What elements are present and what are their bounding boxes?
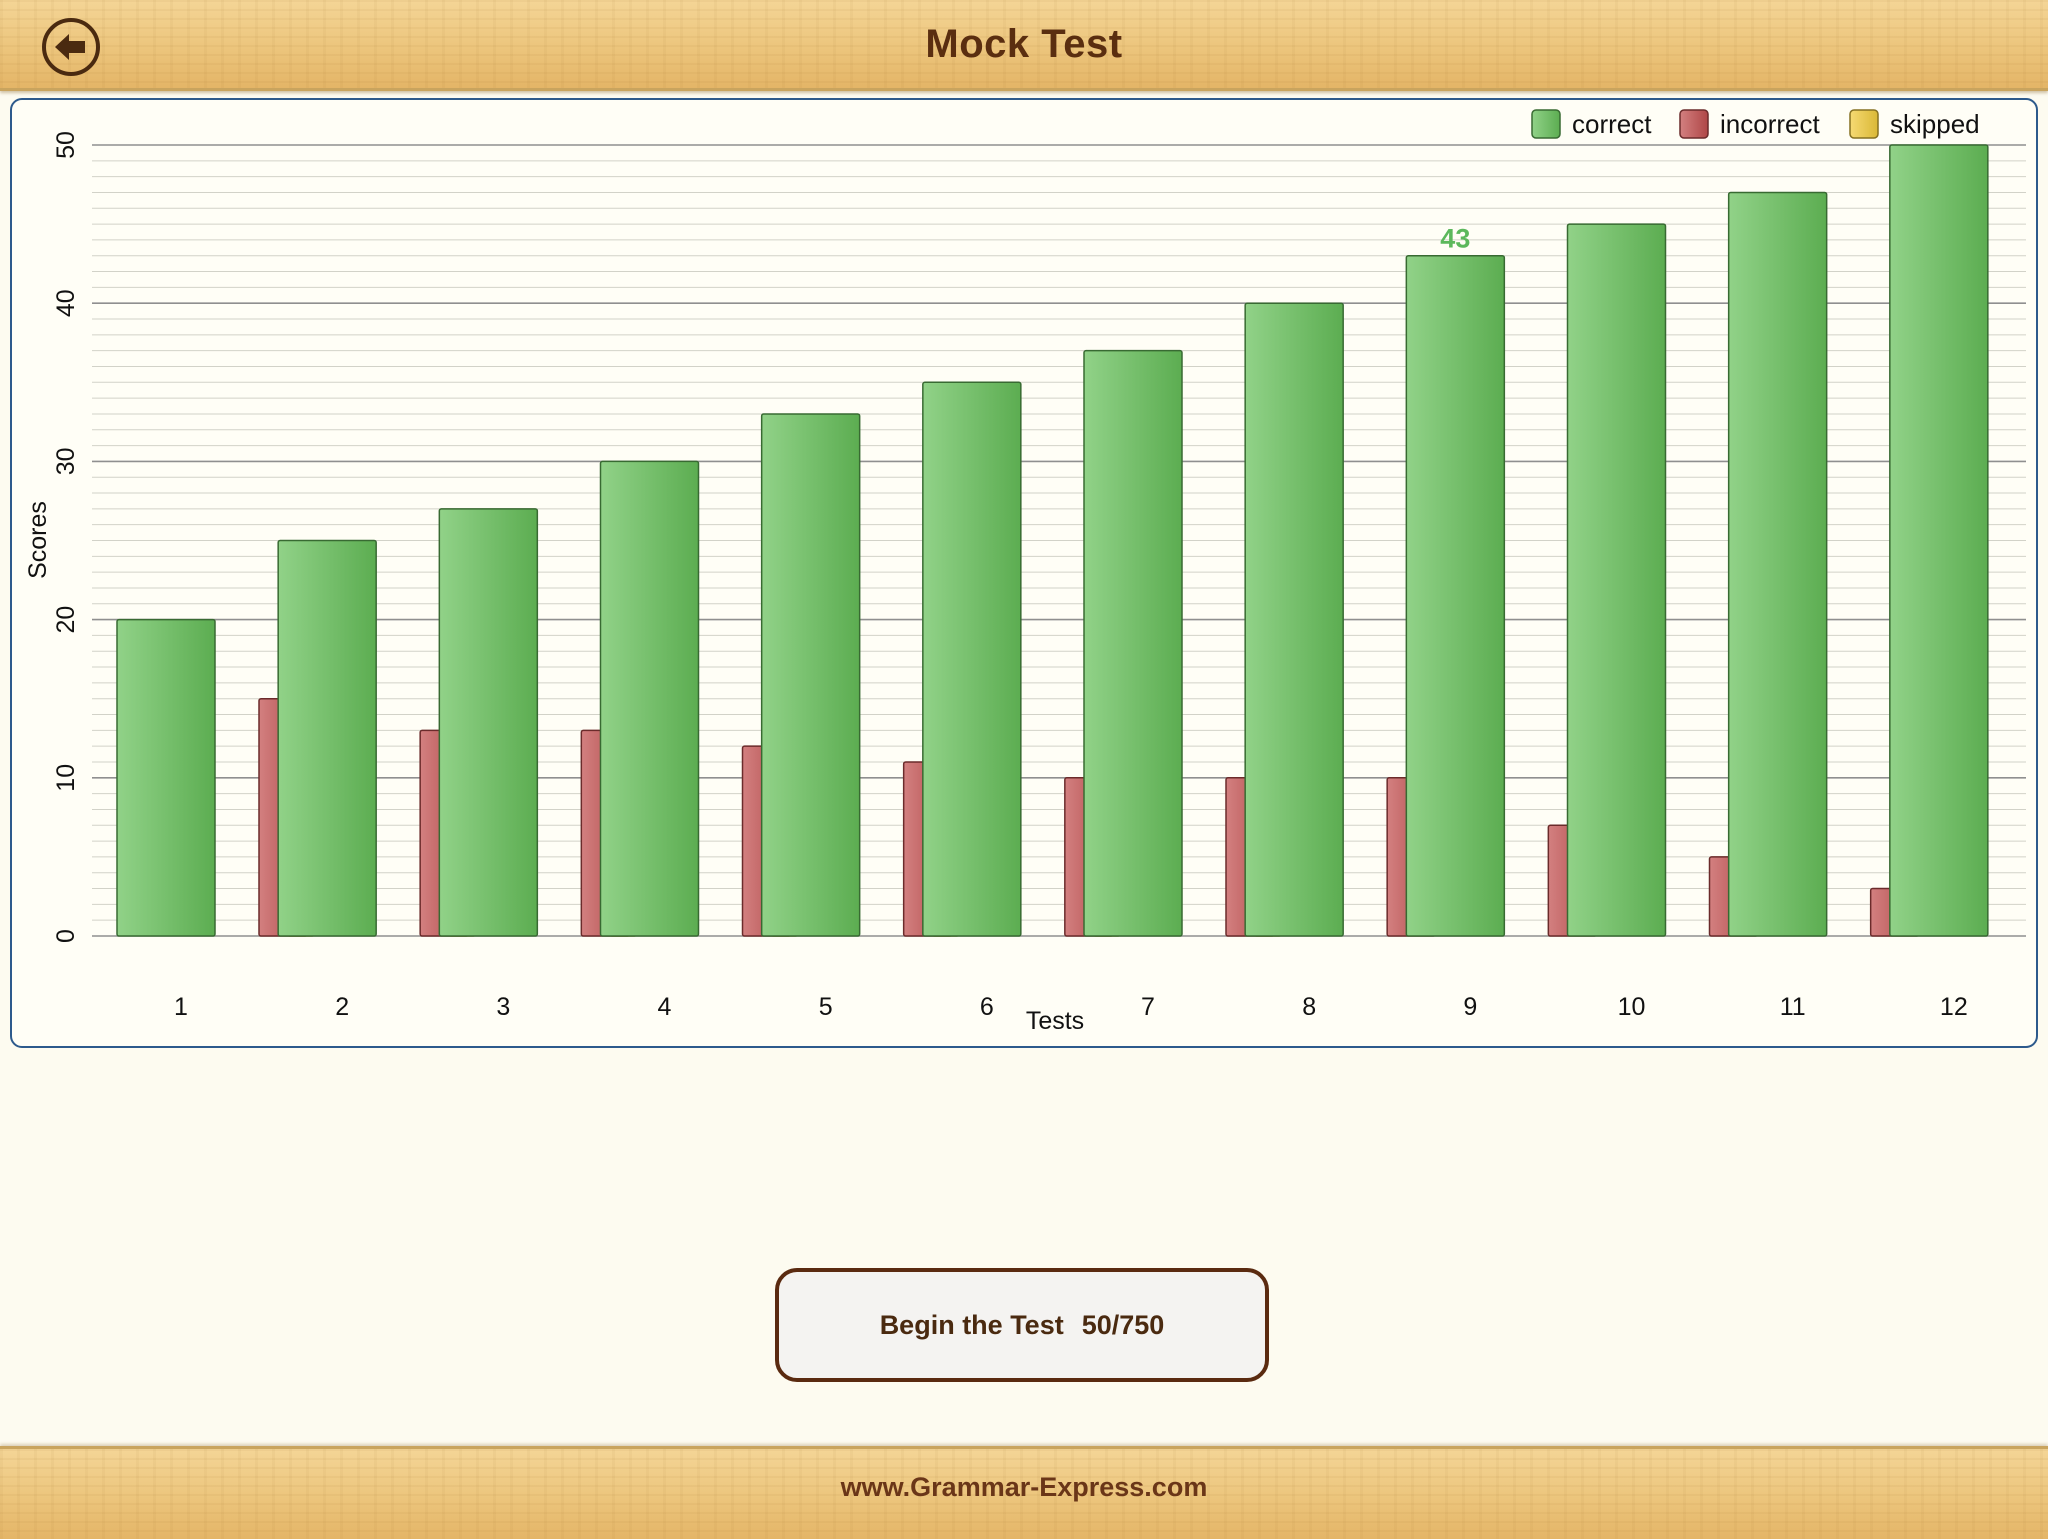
bar-correct [116, 618, 216, 937]
question-progress: 50/750 [1081, 1309, 1165, 1340]
begin-test-button[interactable]: Begin the Test 50/750 [775, 1268, 1269, 1382]
back-button[interactable] [42, 18, 100, 76]
bar-value-label: 43 [1440, 224, 1470, 254]
bar-correct [1727, 191, 1828, 937]
x-tick-label: 1 [174, 993, 188, 1021]
x-tick-label: 10 [1618, 993, 1646, 1021]
begin-test-label: Begin the Test [879, 1309, 1064, 1340]
x-tick-label: 3 [496, 993, 510, 1021]
bar-correct [1405, 254, 1506, 937]
score-chart: 0 10 20 30 40 50 1 2 3 4 5 6 7 8 9 10 11 12 43 Tests Scores c… [10, 98, 2038, 1048]
x-tick-label: 8 [1302, 993, 1316, 1021]
y-tick-label: 10 [52, 764, 80, 792]
x-tick-label: 6 [980, 993, 994, 1021]
bar-correct [1083, 349, 1183, 937]
x-tick-label: 12 [1940, 993, 1968, 1021]
x-tick-label: 7 [1141, 993, 1155, 1021]
bar-correct [599, 460, 700, 937]
bar-correct [1566, 223, 1667, 937]
bar-correct [760, 413, 861, 937]
bar-correct [922, 381, 1022, 937]
x-tick-label: 2 [335, 993, 349, 1021]
x-tick-label: 11 [1780, 993, 1806, 1021]
y-tick-label: 30 [52, 447, 80, 475]
y-axis-title: Scores [24, 501, 52, 579]
y-tick-label: 50 [52, 131, 80, 159]
y-tick-label: 40 [52, 289, 80, 317]
x-tick-label: 4 [658, 993, 672, 1021]
legend-label-incorrect: incorrect [1720, 109, 1820, 139]
legend-swatch-incorrect [1679, 109, 1709, 139]
x-axis-title: Tests [1026, 1007, 1084, 1035]
bar-correct [1244, 302, 1344, 937]
y-tick-label: 0 [52, 929, 80, 943]
bar-correct [438, 508, 539, 937]
y-tick-label: 20 [52, 606, 80, 634]
legend-label-correct: correct [1572, 109, 1652, 139]
top-bar: Mock Test [0, 0, 2048, 91]
legend-label-skipped: skipped [1890, 109, 1980, 139]
x-tick-label: 5 [819, 993, 833, 1021]
bar-correct [1889, 144, 1989, 937]
back-arrow-icon [55, 34, 85, 60]
x-tick-label: 9 [1463, 993, 1477, 1021]
website-link[interactable]: www.Grammar-Express.com [840, 1472, 1208, 1502]
page-title: Mock Test [925, 22, 1123, 66]
bar-correct [277, 539, 377, 937]
legend-swatch-skipped [1849, 109, 1879, 139]
bottom-bar [0, 1446, 2048, 1539]
legend-swatch-correct [1531, 109, 1561, 139]
